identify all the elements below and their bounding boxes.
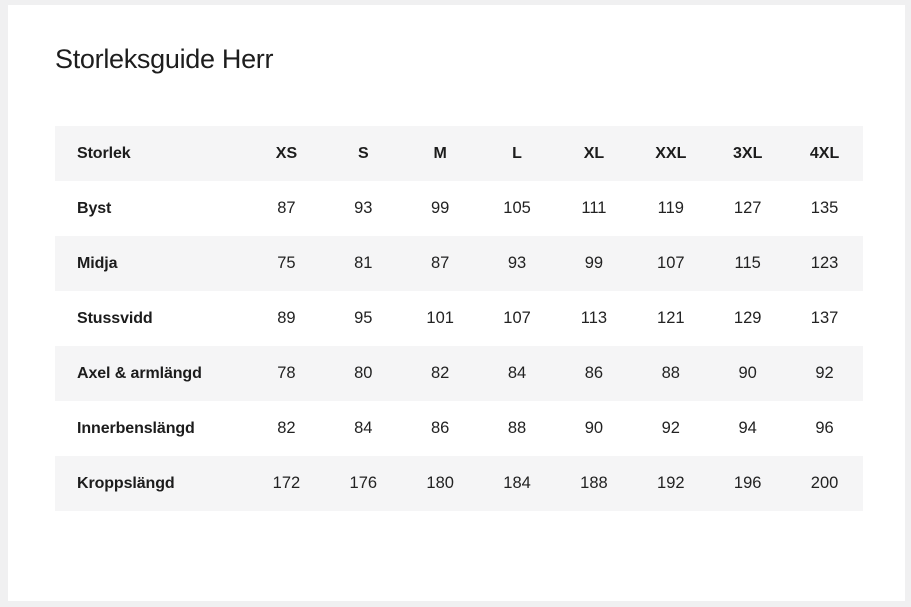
- table-header-row: Storlek XS S M L XL XXL 3XL 4XL: [55, 126, 863, 181]
- measurement-cell: 94: [738, 419, 757, 437]
- measurement-cell: 78: [277, 364, 296, 382]
- table-row: Kroppslängd 172 176 180 184 188 192 196 200: [55, 456, 863, 511]
- measurement-cell: 188: [580, 474, 608, 492]
- measurement-cell: 95: [354, 309, 373, 327]
- measurement-cell: 129: [733, 309, 762, 327]
- measurement-cell: 107: [503, 309, 531, 327]
- measurement-cell: 84: [354, 419, 373, 437]
- column-header-size: XL: [583, 144, 605, 162]
- measurement-cell: 137: [810, 309, 839, 327]
- measurement-cell: 105: [503, 199, 531, 217]
- measurement-cell: 86: [584, 364, 604, 382]
- measurement-cell: 93: [507, 254, 527, 272]
- measurement-cell: 200: [810, 474, 839, 492]
- measurement-cell: 90: [738, 364, 757, 382]
- row-label: Stussvidd: [77, 309, 153, 327]
- measurement-cell: 88: [507, 419, 527, 437]
- measurement-cell: 82: [431, 364, 450, 382]
- table-row: Innerbenslängd 82 84 86 88 90 92 94 96: [55, 401, 863, 456]
- measurement-cell: 96: [815, 419, 834, 437]
- column-header-size: S: [357, 144, 369, 162]
- table-row: Midja 75 81 87 93 99 107 115 123: [55, 236, 863, 291]
- measurement-cell: 86: [431, 419, 450, 437]
- table-row: Stussvidd 89 95 101 107 113 121 129 137: [55, 291, 863, 346]
- column-header-size: 3XL: [733, 144, 763, 162]
- page-title: Storleksguide Herr: [55, 44, 274, 74]
- measurement-cell: 81: [354, 254, 373, 272]
- row-label: Byst: [77, 199, 112, 217]
- measurement-cell: 92: [661, 419, 680, 437]
- column-header-size: XXL: [655, 144, 687, 162]
- column-header-measure: Storlek: [77, 144, 131, 162]
- measurement-cell: 111: [581, 199, 607, 217]
- measurement-cell: 135: [810, 199, 839, 217]
- measurement-cell: 127: [733, 199, 762, 217]
- measurement-cell: 92: [815, 364, 834, 382]
- row-label: Axel & armlängd: [77, 364, 202, 382]
- column-header-size: M: [433, 144, 447, 162]
- measurement-cell: 101: [426, 309, 454, 327]
- measurement-cell: 123: [810, 254, 839, 272]
- measurement-cell: 184: [503, 474, 531, 492]
- measurement-cell: 113: [580, 309, 608, 327]
- column-header-size: XS: [275, 144, 298, 162]
- measurement-cell: 192: [657, 474, 685, 492]
- measurement-cell: 93: [354, 199, 373, 217]
- measurement-cell: 196: [733, 474, 762, 492]
- measurement-cell: 84: [507, 364, 527, 382]
- measurement-cell: 80: [354, 364, 373, 382]
- measurement-cell: 121: [657, 309, 685, 327]
- measurement-cell: 89: [277, 309, 296, 327]
- measurement-cell: 99: [431, 199, 450, 217]
- measurement-cell: 115: [734, 254, 761, 272]
- measurement-cell: 172: [272, 474, 301, 492]
- measurement-cell: 176: [349, 474, 378, 492]
- measurement-cell: 82: [277, 419, 296, 437]
- table-head: Storlek XS S M L XL XXL 3XL 4XL: [55, 126, 863, 181]
- size-guide-card: Storleksguide Herr Storlek XS S M L XL XXL 3XL 4…: [8, 5, 905, 601]
- measurement-cell: 75: [277, 254, 296, 272]
- measurement-cell: 88: [661, 364, 680, 382]
- row-label: Midja: [77, 254, 118, 272]
- row-label: Kroppslängd: [77, 474, 175, 492]
- table-body: Byst 87 93 99 105 111 119 127 135 Midja 75 81 87 93 99…: [55, 181, 863, 511]
- measurement-cell: 87: [277, 199, 296, 217]
- row-label: Innerbenslängd: [77, 419, 195, 437]
- measurement-cell: 180: [426, 474, 454, 492]
- table-row: Byst 87 93 99 105 111 119 127 135: [55, 181, 863, 236]
- measurement-cell: 107: [657, 254, 685, 272]
- measurement-cell: 90: [584, 419, 604, 437]
- measurement-cell: 119: [657, 199, 684, 217]
- column-header-size: 4XL: [809, 144, 840, 162]
- measurement-cell: 99: [584, 254, 604, 272]
- column-header-size: L: [512, 144, 522, 162]
- size-guide-table: Storlek XS S M L XL XXL 3XL 4XL Byst 87 93 99 105 111…: [55, 126, 863, 511]
- measurement-cell: 87: [431, 254, 450, 272]
- table-row: Axel & armlängd 78 80 82 84 86 88 90 92: [55, 346, 863, 401]
